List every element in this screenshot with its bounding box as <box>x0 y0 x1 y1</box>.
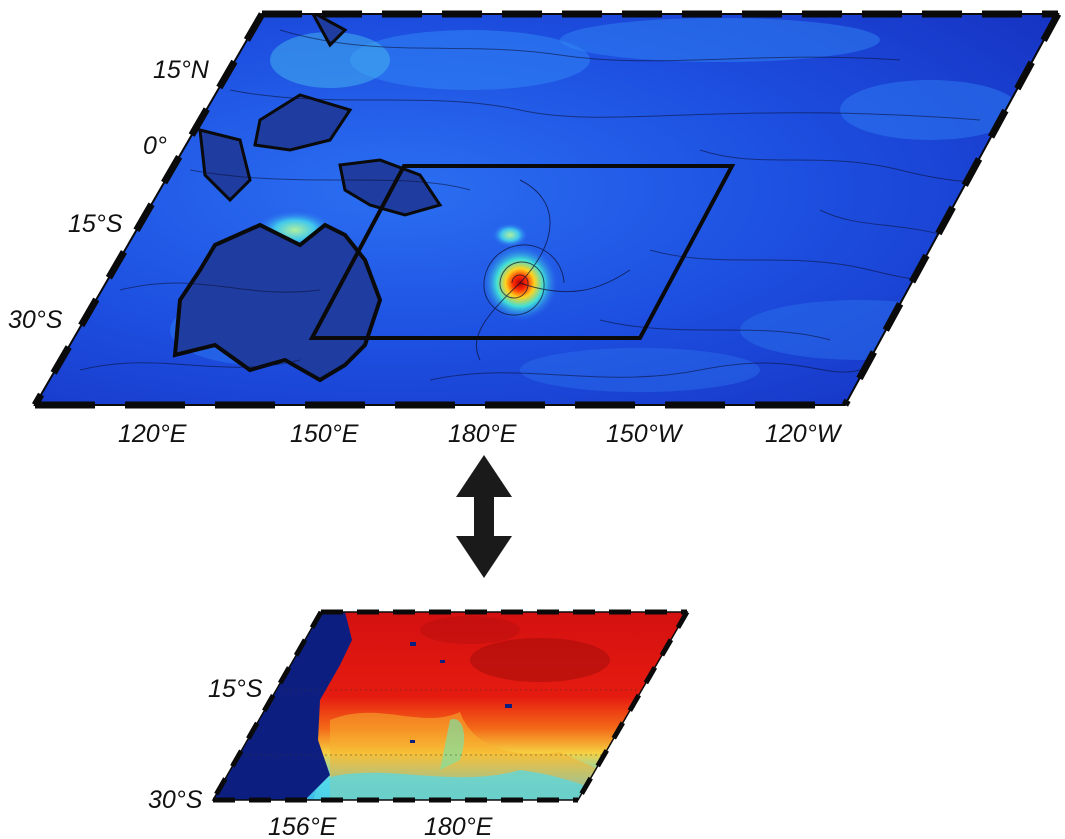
lon-label-150e: 150°E <box>290 420 359 448</box>
bottom-map-lon-labels: 156°E 180°E <box>268 813 493 839</box>
bottom-map-frame-ticks <box>210 609 690 803</box>
lon-label-180e-bottom: 180°E <box>424 813 493 839</box>
lon-label-180e: 180°E <box>448 420 517 448</box>
selected-region-box <box>308 164 736 340</box>
top-map-lon-labels: 120°E 150°E 180°E 150°W 120°W <box>118 420 843 448</box>
lat-label-0: 0° <box>143 132 167 160</box>
lat-label-15n: 15°N <box>153 56 210 84</box>
lat-label-30s: 30°S <box>8 306 63 334</box>
double-vertical-arrow-icon <box>456 455 512 578</box>
top-map-frame-ticks <box>31 10 1062 409</box>
lon-label-150w: 150°W <box>606 420 684 448</box>
top-map <box>31 10 1062 409</box>
lon-label-120e: 120°E <box>118 420 187 448</box>
top-map-lat-labels: 15°N 0° 15°S 30°S <box>8 56 210 334</box>
lon-label-156e: 156°E <box>268 813 337 839</box>
bottom-map <box>210 609 690 803</box>
lat-label-15s-bottom: 15°S <box>208 675 263 703</box>
lat-label-15s: 15°S <box>68 210 123 238</box>
lat-label-30s-bottom: 30°S <box>148 786 203 814</box>
bottom-map-lat-labels: 15°S 30°S <box>148 675 263 814</box>
lon-label-120w: 120°W <box>765 420 843 448</box>
